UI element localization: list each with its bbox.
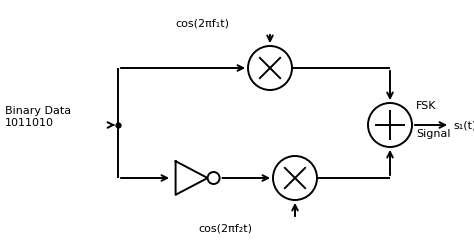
Text: Binary Data
1011010: Binary Data 1011010 (5, 106, 71, 128)
Text: Signal: Signal (416, 129, 450, 139)
Text: cos(2πf₁t): cos(2πf₁t) (175, 18, 229, 28)
Text: cos(2πf₂t): cos(2πf₂t) (198, 223, 252, 233)
Text: s₁(t): s₁(t) (453, 120, 474, 130)
Circle shape (208, 172, 219, 184)
Text: FSK: FSK (416, 101, 437, 111)
